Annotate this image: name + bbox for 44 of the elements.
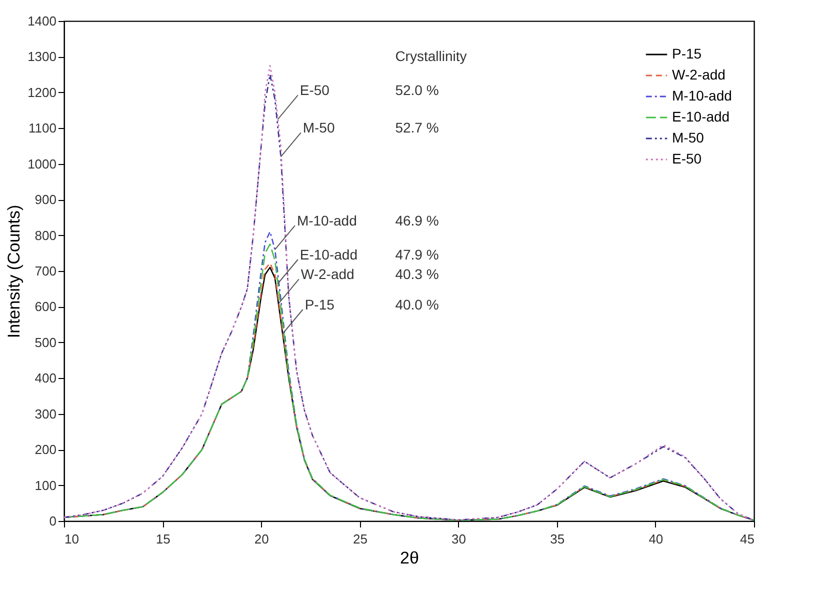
x-axis-title: 2θ <box>400 548 419 568</box>
y-tick-label: 400 <box>34 370 56 386</box>
annotation: 52.7 % <box>395 120 439 136</box>
x-tick-label: 30 <box>452 532 466 546</box>
annotation: 40.0 % <box>395 296 439 312</box>
y-tick-label: 800 <box>34 228 56 243</box>
y-tick-label: 200 <box>34 442 56 458</box>
y-tick-label: 1300 <box>28 49 56 64</box>
y-tick-label: 100 <box>34 478 56 493</box>
legend-label: E-50 <box>672 150 702 166</box>
x-tick-label: 15 <box>156 532 170 546</box>
annotation: E-10-add <box>300 246 358 262</box>
annotation: M-10-add <box>296 212 357 229</box>
annotation: 46.9 % <box>395 212 439 229</box>
annotation: M-50 <box>302 120 335 136</box>
y-tick-label: 700 <box>34 264 56 278</box>
x-tick-label: 10 <box>64 532 79 546</box>
annotation: E-50 <box>300 82 330 98</box>
annotation: P-15 <box>304 296 335 312</box>
annotation: 47.9 % <box>395 246 439 262</box>
y-tick-label: 1400 <box>28 14 56 28</box>
y-tick-label: 300 <box>34 406 56 422</box>
x-tick-label: 20 <box>254 532 269 546</box>
x-tick-label: 25 <box>352 532 368 546</box>
x-tick-label: 45 <box>740 532 754 546</box>
legend-label: M-10-add <box>672 88 732 104</box>
x-tick-label: 40 <box>648 532 664 546</box>
y-tick-label: 500 <box>34 334 56 350</box>
annotation: W-2-add <box>300 266 354 282</box>
legend-label: E-10-add <box>672 108 730 124</box>
y-tick-label: 1100 <box>28 120 56 136</box>
y-tick-label: 0 <box>49 514 56 528</box>
y-tick-label: 600 <box>34 299 56 314</box>
annotation: 52.0 % <box>395 82 439 98</box>
legend-label: P-15 <box>672 46 702 62</box>
legend-label: W-2-add <box>672 66 726 82</box>
legend-label: M-50 <box>672 130 704 146</box>
y-tick-label: 1000 <box>28 156 56 172</box>
y-tick-label: 1200 <box>28 84 56 100</box>
y-tick-label: 900 <box>34 192 56 208</box>
annotation: 40.3 % <box>395 266 439 282</box>
y-axis-title: Intensity (Counts) <box>4 204 24 338</box>
annotation: Crystallinity <box>395 48 467 64</box>
x-tick-label: 35 <box>550 532 565 546</box>
